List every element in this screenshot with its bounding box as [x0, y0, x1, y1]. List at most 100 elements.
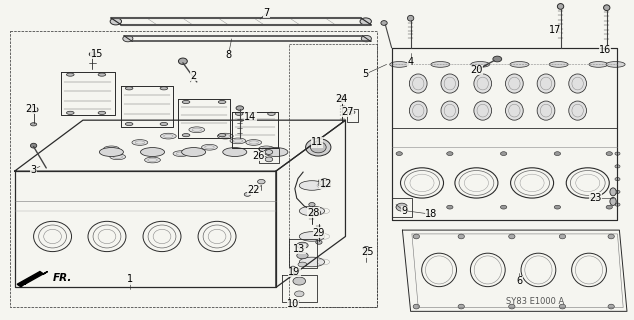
Ellipse shape — [493, 56, 501, 62]
Ellipse shape — [474, 101, 491, 120]
Text: 5: 5 — [363, 69, 369, 79]
Ellipse shape — [505, 101, 523, 120]
Ellipse shape — [311, 209, 320, 216]
Ellipse shape — [30, 123, 37, 126]
Text: 18: 18 — [425, 209, 437, 219]
Ellipse shape — [299, 206, 325, 216]
Text: 1: 1 — [127, 275, 133, 284]
Ellipse shape — [265, 150, 273, 155]
Ellipse shape — [268, 112, 275, 116]
Ellipse shape — [98, 73, 106, 76]
Text: 24: 24 — [335, 94, 347, 104]
Ellipse shape — [559, 304, 566, 309]
Ellipse shape — [100, 148, 124, 156]
Ellipse shape — [132, 140, 148, 145]
Ellipse shape — [508, 304, 515, 309]
Ellipse shape — [141, 148, 165, 156]
Ellipse shape — [316, 240, 322, 244]
Ellipse shape — [178, 58, 187, 64]
Ellipse shape — [350, 111, 355, 114]
Ellipse shape — [236, 106, 243, 110]
Text: 25: 25 — [361, 247, 374, 257]
Ellipse shape — [505, 74, 523, 93]
Ellipse shape — [569, 74, 586, 93]
Ellipse shape — [615, 152, 620, 155]
Ellipse shape — [606, 61, 625, 67]
Ellipse shape — [29, 107, 38, 113]
Text: 21: 21 — [25, 104, 37, 114]
Ellipse shape — [559, 234, 566, 239]
Ellipse shape — [413, 234, 420, 239]
Ellipse shape — [608, 304, 614, 309]
Ellipse shape — [123, 36, 133, 42]
Ellipse shape — [458, 234, 464, 239]
Ellipse shape — [160, 123, 168, 125]
Ellipse shape — [447, 152, 453, 156]
Ellipse shape — [218, 100, 226, 104]
Ellipse shape — [217, 133, 233, 139]
Ellipse shape — [311, 142, 326, 153]
Ellipse shape — [361, 36, 372, 42]
Ellipse shape — [557, 4, 564, 9]
Ellipse shape — [569, 101, 586, 120]
Ellipse shape — [458, 304, 464, 309]
Text: 11: 11 — [311, 138, 323, 148]
Ellipse shape — [299, 257, 325, 267]
Text: 17: 17 — [548, 25, 561, 35]
Ellipse shape — [447, 205, 453, 209]
Ellipse shape — [103, 146, 119, 152]
Ellipse shape — [510, 61, 529, 67]
Ellipse shape — [537, 74, 555, 93]
Ellipse shape — [360, 18, 372, 25]
Ellipse shape — [413, 304, 420, 309]
Ellipse shape — [182, 100, 190, 104]
Text: 2: 2 — [190, 71, 197, 81]
Ellipse shape — [257, 180, 265, 184]
Ellipse shape — [299, 181, 325, 190]
Ellipse shape — [390, 61, 409, 67]
Text: SY83 E1000 A: SY83 E1000 A — [506, 297, 564, 306]
Ellipse shape — [297, 252, 308, 259]
Ellipse shape — [309, 203, 315, 207]
Ellipse shape — [126, 123, 133, 125]
Text: 7: 7 — [263, 8, 269, 18]
Ellipse shape — [295, 291, 304, 297]
Text: 19: 19 — [288, 267, 301, 277]
Text: 14: 14 — [245, 112, 257, 122]
Text: 4: 4 — [408, 57, 414, 67]
Ellipse shape — [297, 242, 308, 249]
Polygon shape — [17, 271, 48, 287]
Ellipse shape — [606, 205, 612, 209]
Text: 6: 6 — [516, 276, 522, 286]
Ellipse shape — [246, 140, 262, 145]
Ellipse shape — [235, 112, 243, 116]
Ellipse shape — [363, 246, 370, 251]
Ellipse shape — [126, 87, 133, 90]
Ellipse shape — [202, 144, 217, 150]
Ellipse shape — [293, 277, 306, 285]
Ellipse shape — [298, 262, 307, 267]
Ellipse shape — [474, 74, 491, 93]
Ellipse shape — [610, 188, 616, 196]
Ellipse shape — [589, 61, 608, 67]
Ellipse shape — [339, 96, 346, 102]
Ellipse shape — [410, 101, 427, 120]
Ellipse shape — [290, 266, 295, 269]
Ellipse shape — [110, 18, 122, 25]
Ellipse shape — [265, 157, 273, 162]
Text: 9: 9 — [401, 206, 408, 216]
Ellipse shape — [320, 180, 330, 186]
Ellipse shape — [615, 178, 620, 181]
Ellipse shape — [396, 205, 403, 209]
Ellipse shape — [218, 133, 226, 137]
Text: 29: 29 — [313, 228, 325, 238]
Ellipse shape — [264, 148, 288, 156]
Text: 15: 15 — [91, 49, 103, 59]
Text: 22: 22 — [247, 185, 260, 195]
Ellipse shape — [554, 205, 560, 209]
Ellipse shape — [606, 152, 612, 156]
Text: 12: 12 — [320, 179, 332, 189]
Text: 10: 10 — [287, 299, 299, 309]
Ellipse shape — [89, 52, 96, 56]
Ellipse shape — [182, 133, 190, 137]
